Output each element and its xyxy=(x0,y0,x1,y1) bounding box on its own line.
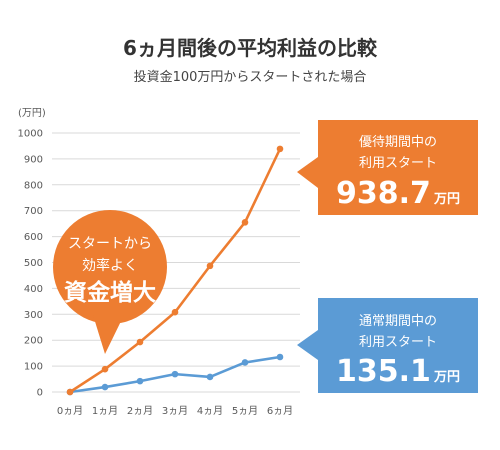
callout-preferential-line1: 優待期間中の xyxy=(359,135,437,150)
series-1-point xyxy=(276,145,284,153)
y-tick-label: 300 xyxy=(24,310,43,321)
y-axis-ticks: 0 100 200 300 400 500 600 700 800 900 1000 xyxy=(18,129,43,399)
series-layer xyxy=(66,145,284,396)
x-tick-label: 5ヵ月 xyxy=(232,405,258,417)
callout-normal-line2: 利用スタート xyxy=(359,335,437,350)
series-2-point xyxy=(276,353,284,361)
callout-normal-line1: 通常期間中の xyxy=(359,314,437,329)
callout-preferential: 優待期間中の 利用スタート 938.7 万円 xyxy=(297,120,478,215)
callout-preferential-amount: 938.7 万円 xyxy=(336,176,460,211)
y-tick-label: 100 xyxy=(24,362,43,373)
y-tick-label: 800 xyxy=(24,180,43,191)
series-1-point xyxy=(101,365,109,373)
y-tick-label: 700 xyxy=(24,206,43,217)
series-2-point xyxy=(171,370,179,378)
speech-bubble-tail xyxy=(93,315,124,354)
series-2-point xyxy=(206,373,214,381)
y-tick-label: 400 xyxy=(24,284,43,295)
callout-preferential-value: 938.7 xyxy=(336,176,431,211)
series-1-point xyxy=(136,338,144,346)
y-tick-label: 200 xyxy=(24,336,43,347)
callout-normal: 通常期間中の 利用スタート 135.1 万円 xyxy=(297,298,478,393)
y-tick-label: 600 xyxy=(24,232,43,243)
callout-normal-unit: 万円 xyxy=(433,370,460,385)
x-tick-label: 3ヵ月 xyxy=(162,405,188,417)
y-tick-label: 0 xyxy=(37,388,43,399)
callout-preferential-unit: 万円 xyxy=(433,192,460,207)
x-tick-label: 6ヵ月 xyxy=(267,405,293,417)
callout-preferential-box xyxy=(297,120,478,215)
x-tick-label: 4ヵ月 xyxy=(197,405,223,417)
callout-normal-box xyxy=(297,298,478,393)
y-tick-label: 1000 xyxy=(18,129,43,140)
y-tick-label: 500 xyxy=(24,258,43,269)
x-tick-label: 1ヵ月 xyxy=(92,405,118,417)
x-tick-label: 2ヵ月 xyxy=(127,405,153,417)
series-2-point xyxy=(241,359,249,366)
speech-bubble-line1: スタートから xyxy=(68,236,152,252)
chart-title: 6ヵ月間後の平均利益の比較 xyxy=(123,36,377,60)
speech-bubble-line2: 効率よく xyxy=(82,257,138,274)
series-2-point xyxy=(136,377,144,385)
series-1-point xyxy=(171,308,179,316)
chart-subtitle: 投資金100万円からスタートされた場合 xyxy=(133,70,367,85)
callout-normal-amount: 135.1 万円 xyxy=(336,354,460,389)
series-2-point xyxy=(101,383,109,391)
series-1-point xyxy=(206,262,214,270)
series-1-point xyxy=(241,219,249,226)
speech-bubble-emphasis: 資金増大 xyxy=(64,279,156,306)
speech-bubble: スタートから 効率よく 資金増大 xyxy=(53,210,167,354)
callout-normal-value: 135.1 xyxy=(336,354,431,389)
x-axis-ticks: 0ヵ月 1ヵ月 2ヵ月 3ヵ月 4ヵ月 5ヵ月 6ヵ月 xyxy=(57,405,293,417)
series-1-point xyxy=(66,388,74,396)
y-tick-label: 900 xyxy=(24,154,43,165)
speech-bubble-circle xyxy=(53,210,167,324)
x-tick-label: 0ヵ月 xyxy=(57,405,83,417)
callout-preferential-line2: 利用スタート xyxy=(359,156,437,171)
y-axis-unit-label: (万円) xyxy=(18,108,46,119)
